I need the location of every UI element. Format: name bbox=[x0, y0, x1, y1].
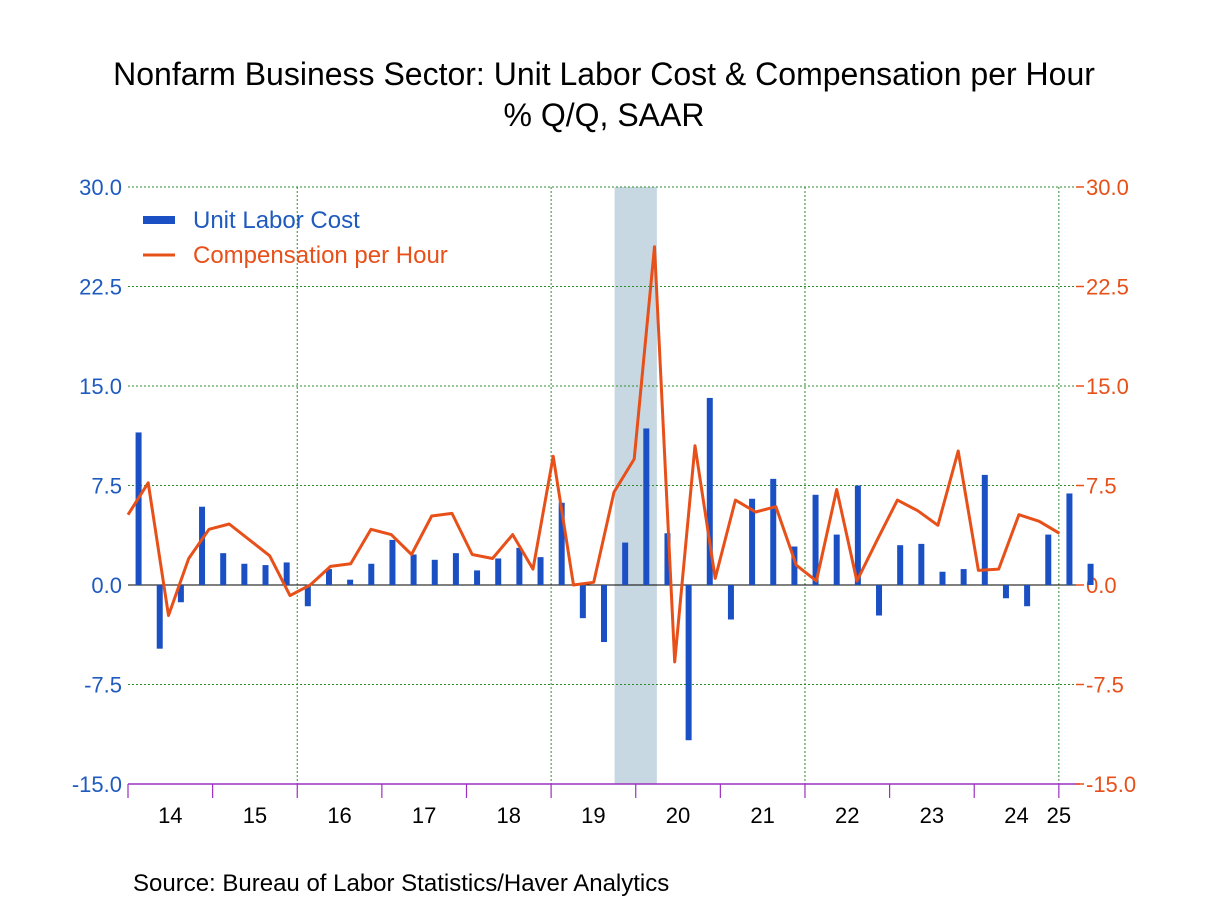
x-tick-label: 17 bbox=[412, 803, 436, 828]
legend-label-compensation-per-hour: Compensation per Hour bbox=[193, 242, 448, 269]
bar-unit-labor-cost bbox=[791, 546, 798, 585]
source-note: Source: Bureau of Labor Statistics/Haver… bbox=[133, 870, 670, 897]
legend: Unit Labor Cost Compensation per Hour bbox=[143, 207, 448, 269]
bar-unit-labor-cost bbox=[262, 565, 269, 585]
y-tick-label-right: -7.5 bbox=[1086, 673, 1124, 698]
bar-unit-labor-cost bbox=[812, 494, 819, 585]
x-tick-label: 22 bbox=[835, 803, 859, 828]
bar-unit-labor-cost bbox=[452, 553, 459, 585]
x-tick-label: 15 bbox=[243, 803, 267, 828]
y-tick-label-left: 30.0 bbox=[79, 175, 122, 200]
bar-unit-labor-cost bbox=[601, 585, 607, 643]
x-tick-label: 20 bbox=[666, 803, 690, 828]
y-tick-label-right: 15.0 bbox=[1086, 374, 1129, 399]
bar-unit-labor-cost bbox=[1066, 493, 1073, 585]
bar-unit-labor-cost bbox=[1002, 585, 1009, 599]
y-tick-label-right: 7.5 bbox=[1086, 474, 1117, 499]
bar-unit-labor-cost bbox=[537, 557, 544, 585]
x-tick-label: 18 bbox=[497, 803, 521, 828]
bar-unit-labor-cost bbox=[918, 543, 925, 585]
bar-unit-labor-cost bbox=[897, 545, 904, 585]
bar-unit-labor-cost bbox=[749, 498, 756, 585]
bar-unit-labor-cost bbox=[177, 585, 184, 603]
x-tick-label: 25 bbox=[1047, 803, 1071, 828]
y-tick-label-left: 0.0 bbox=[91, 573, 122, 598]
bar-unit-labor-cost bbox=[854, 485, 861, 585]
bar-unit-labor-cost bbox=[199, 506, 206, 585]
bar-unit-labor-cost bbox=[410, 554, 417, 585]
bar-unit-labor-cost bbox=[283, 562, 290, 585]
bar-unit-labor-cost bbox=[241, 563, 248, 585]
bar-unit-labor-cost bbox=[981, 474, 988, 585]
y-tick-label-left: 22.5 bbox=[79, 275, 122, 300]
x-tick-label: 23 bbox=[920, 803, 944, 828]
bar-unit-labor-cost bbox=[622, 542, 629, 585]
bar-unit-labor-cost bbox=[304, 585, 311, 607]
bar-unit-labor-cost bbox=[727, 585, 734, 620]
bar-unit-labor-cost bbox=[939, 571, 946, 585]
bar-unit-labor-cost bbox=[325, 569, 332, 585]
bar-unit-labor-cost bbox=[558, 502, 565, 585]
bar-unit-labor-cost bbox=[579, 585, 586, 619]
bar-unit-labor-cost bbox=[685, 585, 692, 741]
bar-unit-labor-cost bbox=[960, 569, 967, 585]
bar-unit-labor-cost bbox=[368, 563, 375, 585]
bar-unit-labor-cost bbox=[389, 539, 396, 585]
x-tick-label: 21 bbox=[750, 803, 774, 828]
chart-subtitle: % Q/Q, SAAR bbox=[503, 97, 705, 133]
y-tick-label-right: -15.0 bbox=[1086, 772, 1136, 797]
y-tick-label-right: 30.0 bbox=[1086, 175, 1129, 200]
bar-unit-labor-cost bbox=[1045, 534, 1052, 585]
bar-unit-labor-cost bbox=[833, 534, 840, 585]
bar-unit-labor-cost bbox=[876, 585, 883, 616]
bar-unit-labor-cost bbox=[516, 547, 523, 585]
bar-unit-labor-cost bbox=[664, 533, 671, 585]
line-compensation-per-hour bbox=[126, 245, 1061, 664]
bar-unit-labor-cost bbox=[135, 432, 142, 585]
chart-title: Nonfarm Business Sector: Unit Labor Cost… bbox=[113, 56, 1095, 92]
bar-unit-labor-cost bbox=[770, 478, 777, 585]
bar-unit-labor-cost bbox=[431, 559, 438, 585]
x-tick-label: 14 bbox=[158, 803, 182, 828]
y-tick-label-left: -15.0 bbox=[72, 772, 122, 797]
y-tick-label-left: 15.0 bbox=[79, 374, 122, 399]
bar-unit-labor-cost bbox=[156, 585, 163, 649]
bar-unit-labor-cost bbox=[706, 397, 713, 585]
chart-area: 14 15 16 17 18 19 20 21 22 23 24 25 30.0 30.0 22.5 22.5… bbox=[72, 175, 1136, 828]
legend-label-unit-labor-cost: Unit Labor Cost bbox=[193, 207, 360, 234]
x-tick-label: 16 bbox=[327, 803, 351, 828]
bar-unit-labor-cost bbox=[495, 558, 502, 585]
y-tick-label-right: 22.5 bbox=[1086, 275, 1129, 300]
bar-unit-labor-cost bbox=[643, 428, 650, 585]
bar-unit-labor-cost bbox=[1087, 563, 1094, 585]
x-tick-label: 19 bbox=[581, 803, 605, 828]
bar-unit-labor-cost bbox=[347, 579, 354, 585]
bar-unit-labor-cost bbox=[474, 570, 481, 585]
x-tick-label: 24 bbox=[1004, 803, 1028, 828]
y-tick-label-left: -7.5 bbox=[84, 673, 122, 698]
bar-unit-labor-cost bbox=[220, 553, 227, 585]
y-tick-label-left: 7.5 bbox=[91, 474, 122, 499]
legend-swatch-unit-labor-cost bbox=[143, 216, 175, 224]
bar-unit-labor-cost bbox=[1024, 585, 1031, 607]
